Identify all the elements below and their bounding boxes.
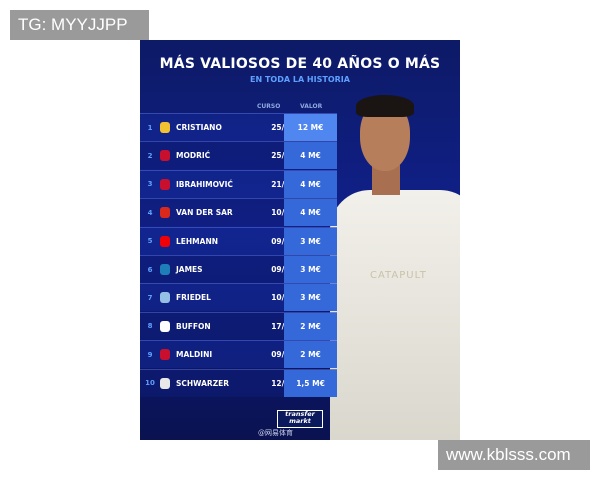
club-crest-icon <box>160 349 170 361</box>
table-row: 8 BUFFON 17/18 2 M€ <box>140 311 337 340</box>
poster-title: MÁS VALIOSOS DE 40 AÑOS O MÁS <box>159 56 441 72</box>
market-value: 3 M€ <box>284 284 337 312</box>
table-row: 1 CRISTIANO 25/26 12 M€ <box>140 113 337 141</box>
club-crest-icon <box>160 207 170 219</box>
market-value: 3 M€ <box>284 227 337 255</box>
poster-subtitle: EN TODA LA HISTORIA <box>250 75 350 84</box>
player-name: JAMES <box>176 265 203 274</box>
player-name: SCHWARZER <box>176 378 230 388</box>
club-crest-icon <box>160 150 170 162</box>
table-row: 9 MALDINI 09/10 2 M€ <box>140 340 337 369</box>
watermark-bottom-right: www.kblsss.com <box>438 440 590 470</box>
rank: 9 <box>147 350 153 359</box>
club-crest-icon <box>160 320 170 332</box>
player-name: IBRAHIMOVIĆ <box>176 179 233 189</box>
club-crest-icon <box>160 377 170 389</box>
season: 09/10 <box>271 265 295 274</box>
ranking-poster: CATAPULT MÁS VALIOSOS DE 40 AÑOS O MÁS E… <box>140 40 460 440</box>
column-header-curso: CURSO <box>257 103 281 110</box>
season: 12/13 <box>271 378 295 388</box>
market-value: 1,5 M€ <box>284 369 337 397</box>
player-name: VAN DER SAR <box>176 208 233 218</box>
market-value: 4 M€ <box>284 170 337 198</box>
player-name: MALDINI <box>176 350 213 360</box>
table-row: 6 JAMES 09/10 3 M€ <box>140 255 337 283</box>
season: 09/10 <box>271 236 295 246</box>
rank: 5 <box>147 237 153 246</box>
player-name: FRIEDEL <box>176 293 211 303</box>
rank: 3 <box>147 180 153 189</box>
credit-text: @网易体育 <box>258 429 293 437</box>
transfermarkt-logo: transfer markt <box>277 410 323 428</box>
rank: 2 <box>147 151 153 160</box>
market-value: 4 M€ <box>284 142 337 170</box>
table-row: 3 IBRAHIMOVIĆ 21/22 4 M€ <box>140 169 337 198</box>
club-crest-icon <box>160 292 170 304</box>
column-header-valor: VALOR <box>300 103 323 110</box>
club-crest-icon <box>160 122 170 133</box>
season: 10/11 <box>271 293 295 303</box>
player-name: MODRIĆ <box>176 151 211 161</box>
player-name: CRISTIANO <box>176 123 222 132</box>
table-row: 2 MODRIĆ 25/26 4 M€ <box>140 141 337 170</box>
club-crest-icon <box>160 264 170 275</box>
player-name: BUFFON <box>176 321 211 331</box>
rank: 1 <box>147 123 153 132</box>
player-name: LEHMANN <box>176 236 219 246</box>
season: 17/18 <box>271 321 295 331</box>
club-crest-icon <box>160 178 170 190</box>
rank: 4 <box>147 208 153 217</box>
table-row: 10 SCHWARZER 12/13 1,5 M€ <box>140 368 337 397</box>
market-value: 12 M€ <box>284 114 337 141</box>
table-row: 5 LEHMANN 09/10 3 M€ <box>140 226 337 255</box>
season: 25/26 <box>271 123 295 132</box>
shirt-sponsor: CATAPULT <box>370 270 427 281</box>
club-crest-icon <box>160 235 170 247</box>
market-value: 2 M€ <box>284 341 337 369</box>
market-value: 2 M€ <box>284 312 337 340</box>
rank: 10 <box>145 379 155 388</box>
season: 25/26 <box>271 151 295 161</box>
market-value: 4 M€ <box>284 199 337 227</box>
market-value: 3 M€ <box>284 256 337 283</box>
rank: 7 <box>147 293 153 302</box>
rank: 8 <box>147 322 153 331</box>
watermark-top-left: TG: MYYJJPP <box>10 10 149 40</box>
season: 09/10 <box>271 350 295 360</box>
season: 10/11 <box>271 208 295 218</box>
table-row: 7 FRIEDEL 10/11 3 M€ <box>140 283 337 312</box>
table-row: 4 VAN DER SAR 10/11 4 M€ <box>140 198 337 227</box>
player-photo: CATAPULT <box>310 95 460 440</box>
season: 21/22 <box>271 179 295 189</box>
rank: 6 <box>147 265 153 274</box>
